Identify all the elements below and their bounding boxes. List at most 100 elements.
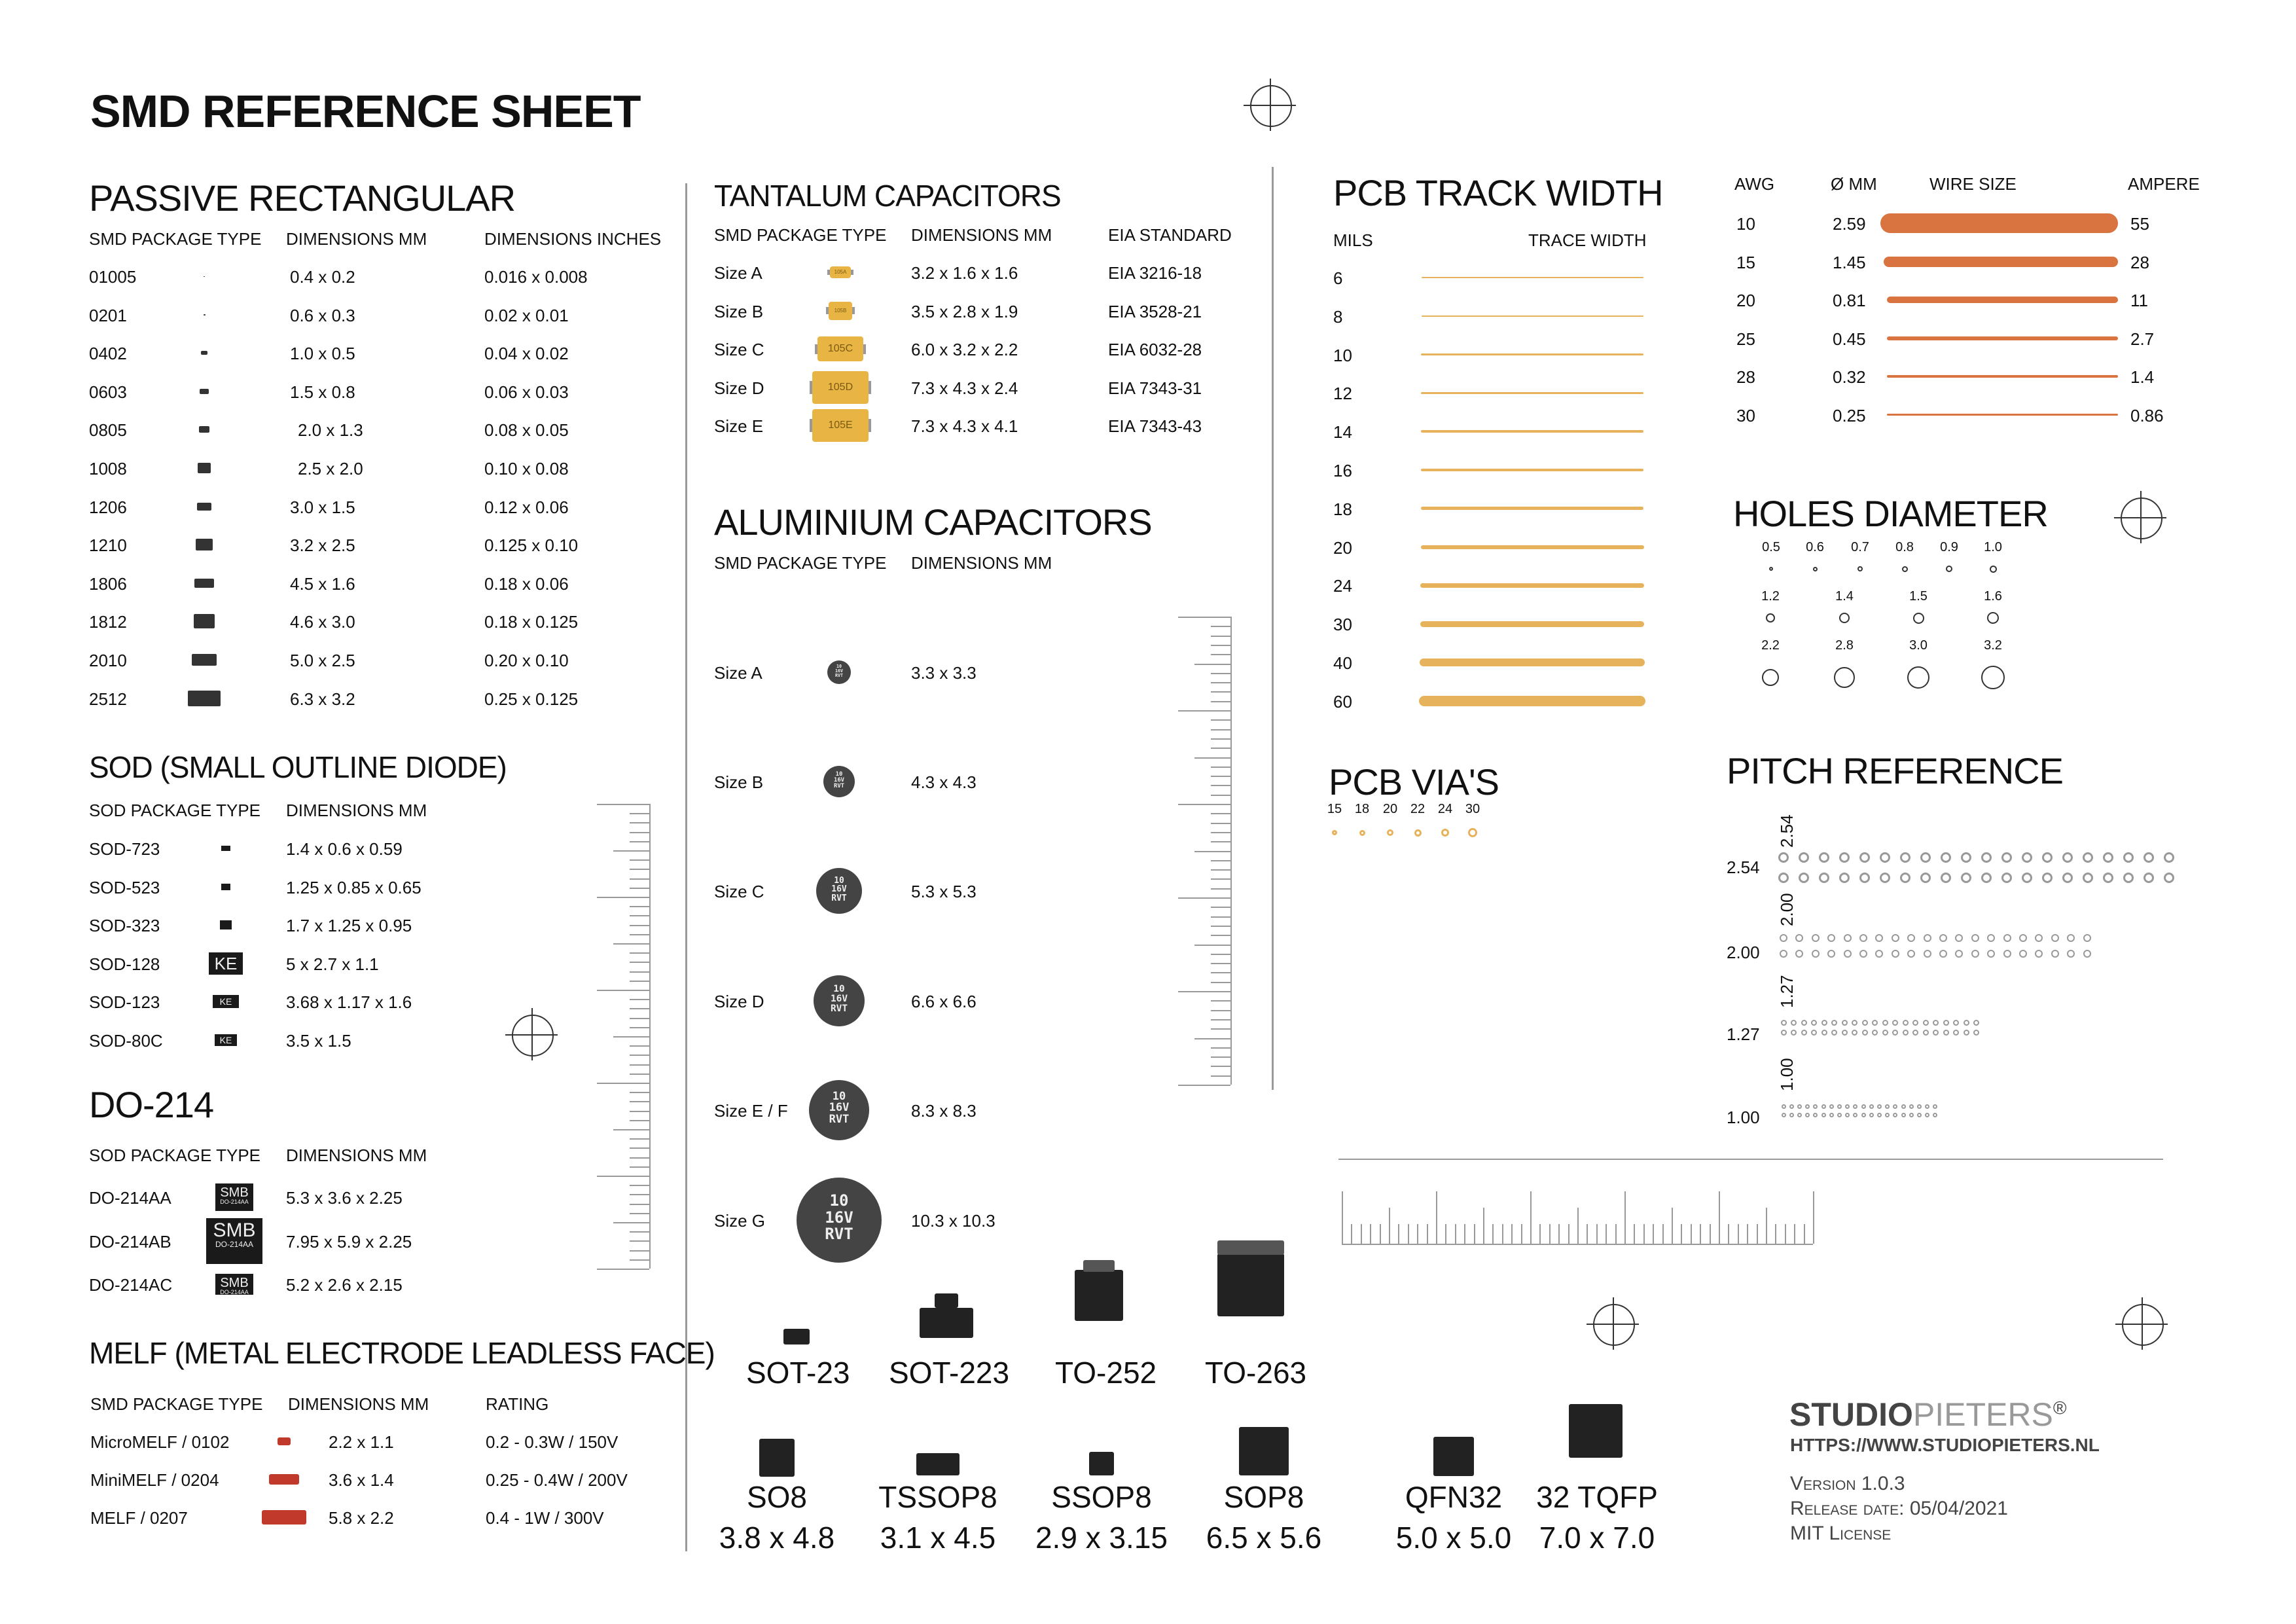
ruler-tick <box>1483 1208 1484 1244</box>
ruler-tick <box>1577 1208 1579 1244</box>
passive-type[interactable]: 01005 <box>89 267 137 287</box>
ruler-tick <box>1211 1066 1230 1068</box>
ruler-tick <box>1417 1224 1419 1244</box>
wire-awg: 28 <box>1736 367 1755 387</box>
pin-hole <box>1907 933 1916 942</box>
passive-type[interactable]: 2512 <box>89 689 127 709</box>
ruler-tick <box>1709 1224 1711 1244</box>
package-dims: 3.1 x 4.5 <box>880 1521 996 1555</box>
resistor-chip-icon <box>196 539 213 551</box>
track-heading: PCB TRACK WIDTH <box>1333 172 1664 213</box>
ruler-tick <box>1511 1224 1513 1244</box>
brand-url[interactable]: HTTPS://WWW.STUDIOPIETERS.NL <box>1790 1435 2100 1455</box>
pin-hole <box>1813 1104 1818 1110</box>
pitch-label: 2.54 <box>1727 857 1760 877</box>
aluminium-mm: 6.6 x 6.6 <box>911 992 977 1011</box>
aluminium-type: Size E / F <box>714 1101 788 1121</box>
tantalum-mm: 7.3 x 4.3 x 4.1 <box>911 416 1018 437</box>
ruler-tick <box>1407 1224 1409 1244</box>
do214-mm: 5.2 x 2.6 x 2.15 <box>286 1275 403 1295</box>
hole-label: 0.7 <box>1851 540 1869 554</box>
ruler-tick <box>630 952 649 954</box>
sop8-package-icon <box>1239 1427 1289 1475</box>
hole-label: 2.8 <box>1835 638 1854 653</box>
via-label: 20 <box>1382 802 1398 816</box>
ruler-tick <box>1211 700 1230 702</box>
tantalum-col-eia: EIA STANDARD <box>1108 225 1232 245</box>
cap-mark: 16V <box>834 668 844 674</box>
cap-mark: 10 <box>835 770 843 778</box>
ruler-tick <box>1624 1191 1626 1244</box>
wire-ampere: 28 <box>2130 252 2149 272</box>
ruler-tick <box>1473 1224 1475 1244</box>
ruler-tick <box>1643 1224 1645 1244</box>
ruler-tick <box>1194 944 1230 946</box>
pin-hole <box>1780 933 1787 942</box>
passive-type[interactable]: 1806 <box>89 573 127 594</box>
pin-hole <box>1912 1019 1918 1026</box>
track-mils: 10 <box>1333 345 1352 365</box>
ruler-tick <box>630 1055 649 1056</box>
wire-mm: 0.25 <box>1833 405 1866 425</box>
do214-mm: 7.95 x 5.9 x 2.25 <box>286 1232 412 1252</box>
tantalum-eia: EIA 6032-28 <box>1108 340 1202 360</box>
pin-hole <box>1821 1019 1827 1026</box>
pitch-rotated-label: 1.00 <box>1777 1058 1797 1091</box>
passive-type[interactable]: 0402 <box>89 344 127 364</box>
ruler-tick <box>630 1259 649 1261</box>
resistor-chip-icon <box>188 690 221 706</box>
pin-hole <box>1925 1112 1930 1117</box>
passive-type[interactable]: 0201 <box>89 305 127 325</box>
pin-hole <box>1909 1112 1914 1117</box>
pin-hole <box>1839 852 1850 863</box>
ruler-tick <box>1681 1224 1683 1244</box>
pin-hole <box>1902 1030 1909 1036</box>
pin-hole <box>2051 933 2059 942</box>
via-circle <box>1359 829 1365 836</box>
aluminium-mm: 3.3 x 3.3 <box>911 663 977 683</box>
pin-hole <box>1843 950 1852 958</box>
ruler-tick <box>1178 991 1230 992</box>
passive-type[interactable]: 1008 <box>89 459 127 478</box>
pitch-heading: PITCH REFERENCE <box>1727 750 2064 791</box>
passive-type[interactable]: 1206 <box>89 497 127 517</box>
cap-mark: 16V <box>831 884 847 895</box>
ruler-tick <box>1194 757 1230 759</box>
hole-circle <box>1812 566 1818 571</box>
trace-line <box>1420 621 1645 627</box>
passive-inch: 0.20 x 0.10 <box>484 651 569 670</box>
track-mils: 14 <box>1333 422 1352 442</box>
pin-hole <box>1987 950 1996 958</box>
passive-type[interactable]: 2010 <box>89 651 127 670</box>
passive-type[interactable]: 0603 <box>89 382 127 402</box>
pin-hole <box>1837 1104 1842 1110</box>
brand-reg: ® <box>2053 1398 2067 1418</box>
wire-awg: 30 <box>1736 405 1755 425</box>
ruler-tick <box>630 1101 649 1103</box>
pin-hole <box>1902 1019 1909 1026</box>
brand-license: MIT License <box>1790 1523 1892 1544</box>
ruler-tick <box>630 1008 649 1010</box>
passive-type[interactable]: 0805 <box>89 420 127 441</box>
via-label: 24 <box>1437 802 1453 816</box>
brand-name-bold: STUDIO <box>1789 1396 1913 1433</box>
ruler-tick <box>1568 1224 1570 1244</box>
resistor-chip-icon <box>194 614 215 629</box>
track-mils: 12 <box>1333 384 1352 404</box>
pin-hole <box>1885 1112 1890 1117</box>
pin-hole <box>2019 933 2027 942</box>
ruler-tick <box>1211 869 1230 871</box>
tantalum-eia: EIA 3528-21 <box>1108 301 1202 321</box>
to263-package-icon <box>1217 1254 1284 1316</box>
pin-hole <box>1778 872 1789 883</box>
pin-hole <box>1780 950 1787 958</box>
passive-type[interactable]: 1210 <box>89 535 127 556</box>
pin-hole <box>1920 852 1931 863</box>
passive-inch: 0.125 x 0.10 <box>484 535 579 556</box>
diode-chip-icon: SMB DO-214AA <box>206 1218 262 1264</box>
pin-hole <box>1981 852 1992 863</box>
ruler-tick <box>1587 1224 1588 1244</box>
pin-hole <box>1901 1104 1906 1110</box>
chip-mark: SMB <box>220 1276 249 1290</box>
passive-type[interactable]: 1812 <box>89 612 127 632</box>
